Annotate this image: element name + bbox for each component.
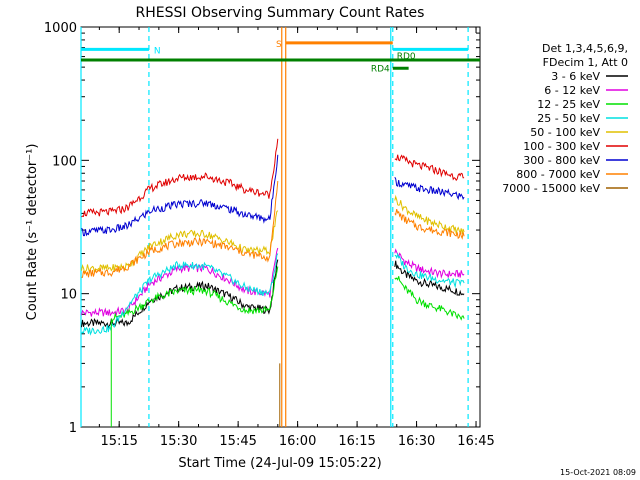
- y-tick-label: 10: [60, 288, 77, 303]
- plot-frame: [80, 26, 481, 428]
- x-tick-label: 15:45: [219, 434, 256, 449]
- series-line: [394, 276, 465, 321]
- x-tick-label: 16:15: [338, 434, 375, 449]
- axes: 15:15 15:30 15:45 16:00 16:15 16:30 16:45 1 10 10…: [44, 21, 495, 449]
- y-tick-label: 100: [52, 154, 77, 169]
- series-line: [81, 154, 279, 237]
- y-tick-label: 1000: [44, 21, 77, 36]
- vertical-markers: [80, 27, 469, 427]
- series-line: [394, 252, 465, 289]
- x-tick-label: 15:30: [160, 434, 197, 449]
- series-line: [81, 138, 279, 218]
- x-tick-label: 15:15: [100, 434, 137, 449]
- legend-label: 300 - 800 keV: [523, 154, 600, 167]
- legend-label: 800 - 7000 keV: [516, 168, 600, 181]
- legend-label: 6 - 12 keV: [544, 84, 600, 97]
- series-line: [394, 176, 465, 201]
- chart-title: RHESSI Observing Summary Count Rates: [136, 5, 425, 21]
- series-line: [394, 208, 465, 240]
- series-group: [81, 138, 465, 427]
- x-axis-label: Start Time (24-Jul-09 15:05:22): [178, 456, 381, 471]
- series-line: [394, 260, 465, 297]
- series-line: [111, 266, 279, 323]
- series-line: [394, 248, 465, 279]
- legend-label: 25 - 50 keV: [537, 112, 600, 125]
- series-line: [81, 180, 279, 278]
- series-line: [394, 194, 465, 235]
- series-line: [81, 247, 279, 317]
- legend-label: 50 - 100 keV: [530, 126, 600, 139]
- x-tick-label: 16:30: [398, 434, 435, 449]
- legend-label: 7000 - 15000 keV: [502, 182, 600, 195]
- y-tick-label: 1: [69, 421, 77, 436]
- series-line: [394, 154, 465, 182]
- flag-label-s: S: [276, 40, 282, 50]
- legend: Det 1,3,4,5,6,9,FDecim 1, Att 03 - 6 keV…: [502, 42, 628, 195]
- legend-header: FDecim 1, Att 0: [543, 56, 628, 69]
- timestamp-label: 15-Oct-2021 08:09: [560, 468, 636, 477]
- legend-label: 3 - 6 keV: [551, 70, 600, 83]
- x-tick-label: 16:00: [279, 434, 316, 449]
- y-axis-label: Count Rate (s⁻¹ detector⁻¹): [25, 144, 40, 321]
- flag-label-n: N: [154, 46, 161, 56]
- legend-header: Det 1,3,4,5,6,9,: [542, 42, 628, 55]
- flag-bars: N S RD0 RD4: [81, 40, 480, 74]
- legend-label: 12 - 25 keV: [537, 98, 600, 111]
- series-line: [81, 253, 279, 336]
- legend-label: 100 - 300 keV: [523, 140, 600, 153]
- x-tick-label: 16:45: [457, 434, 494, 449]
- flag-label-rd0: RD0: [397, 52, 416, 62]
- flag-label-rd4: RD4: [371, 64, 390, 74]
